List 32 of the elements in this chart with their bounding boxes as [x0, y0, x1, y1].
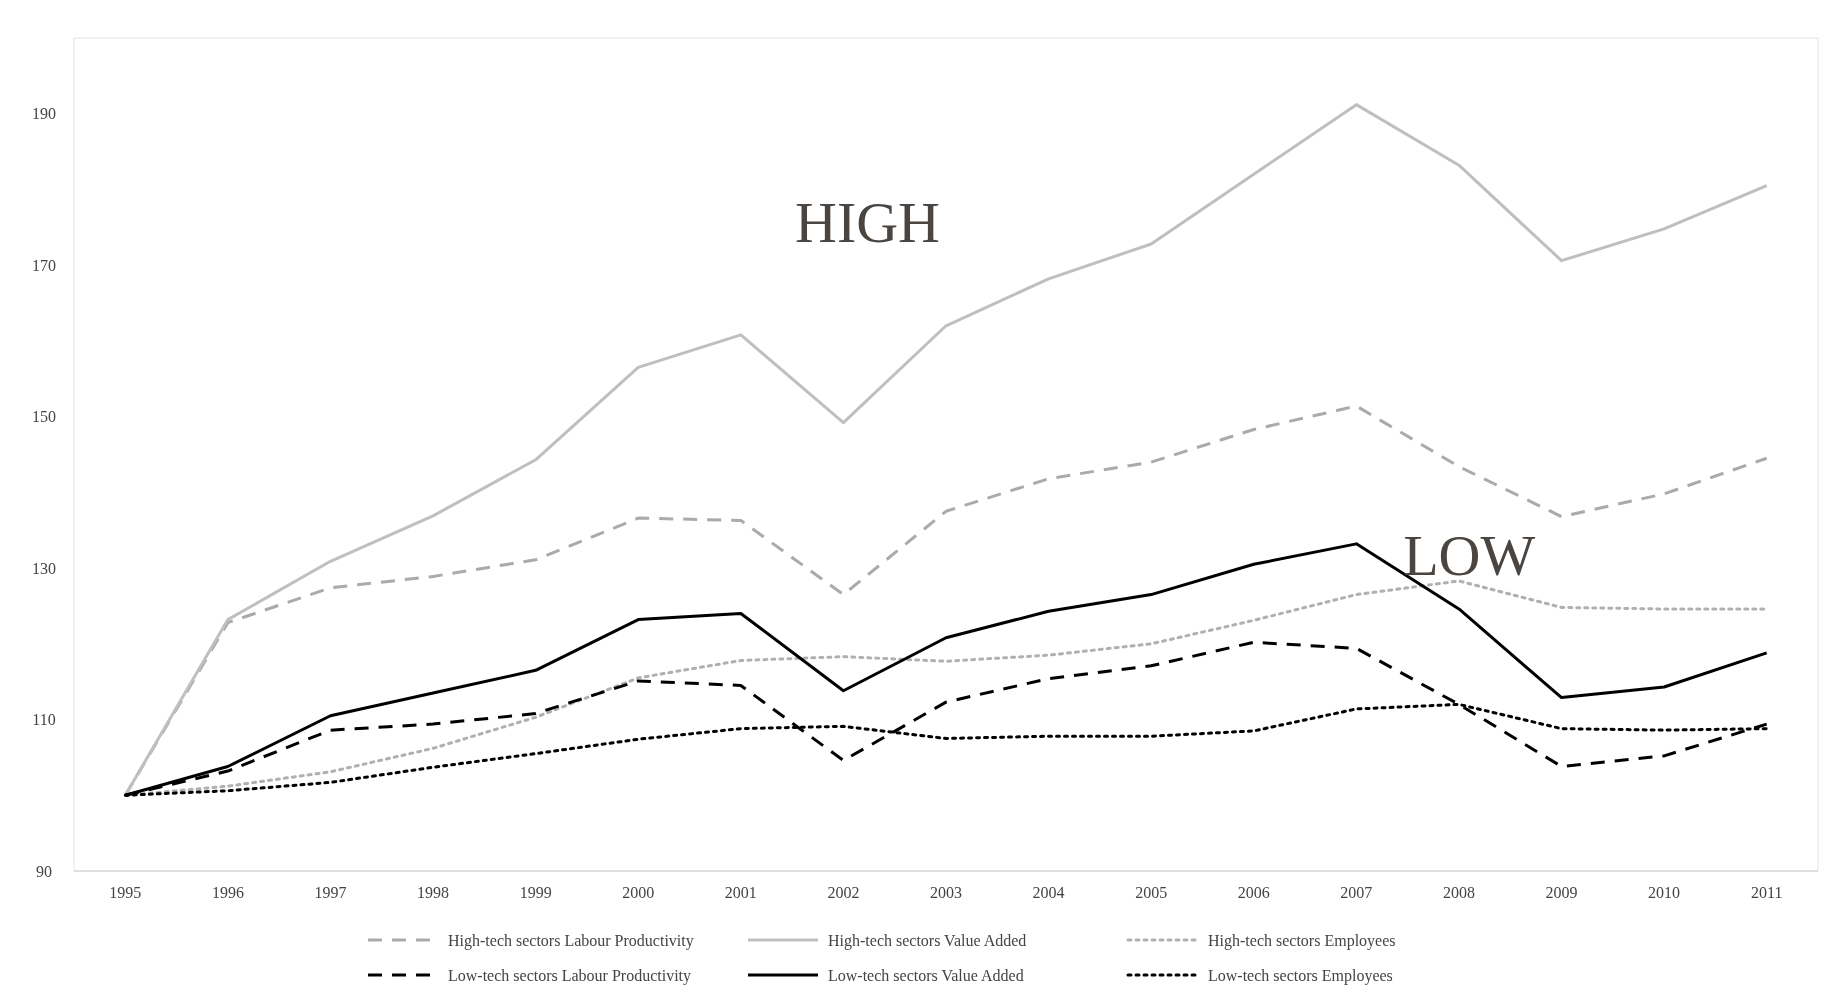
y-tick-label: 190	[32, 105, 56, 123]
x-tick-label: 1999	[519, 884, 552, 901]
y-tick-label: 130	[32, 559, 56, 577]
x-tick-label: 2003	[930, 884, 962, 901]
x-tick-label: 2005	[1135, 884, 1168, 901]
annotation: LOW	[1403, 522, 1536, 588]
x-tick-label: 2010	[1648, 884, 1681, 901]
x-tick-label: 2007	[1340, 884, 1373, 901]
y-tick-label: 110	[32, 711, 56, 729]
y-tick-label: 150	[32, 408, 56, 426]
legend-label: Low-tech sectors Employees	[1208, 966, 1393, 985]
x-tick-label: 2000	[622, 884, 655, 901]
line-series	[123, 103, 1769, 797]
annotation: HIGH	[795, 189, 941, 255]
legend-label: Low-tech sectors Value Added	[828, 966, 1024, 984]
x-tick-label: 2006	[1237, 884, 1270, 901]
legend-label: High-tech sectors Labour Productivity	[448, 931, 694, 950]
legend-label: Low-tech sectors Labour Productivity	[448, 966, 692, 985]
x-tick-label: 2011	[1751, 884, 1783, 901]
legend-label: High-tech sectors Employees	[1208, 931, 1396, 950]
x-tick-label: 2008	[1442, 884, 1475, 901]
x-tick-label: 2001	[724, 884, 757, 901]
x-tick-label: 1996	[211, 884, 244, 901]
x-tick-label: 1997	[314, 884, 347, 901]
x-tick-label: 2004	[1032, 884, 1065, 901]
x-tick-label: 1995	[109, 884, 142, 901]
y-tick-label: 170	[32, 256, 56, 274]
x-tick-label: 2009	[1545, 884, 1578, 901]
legend-label: High-tech sectors Value Added	[828, 931, 1027, 950]
x-tick-label: 2002	[827, 884, 860, 901]
x-tick-label: 1998	[417, 884, 450, 901]
y-tick-label: 90	[36, 862, 52, 880]
